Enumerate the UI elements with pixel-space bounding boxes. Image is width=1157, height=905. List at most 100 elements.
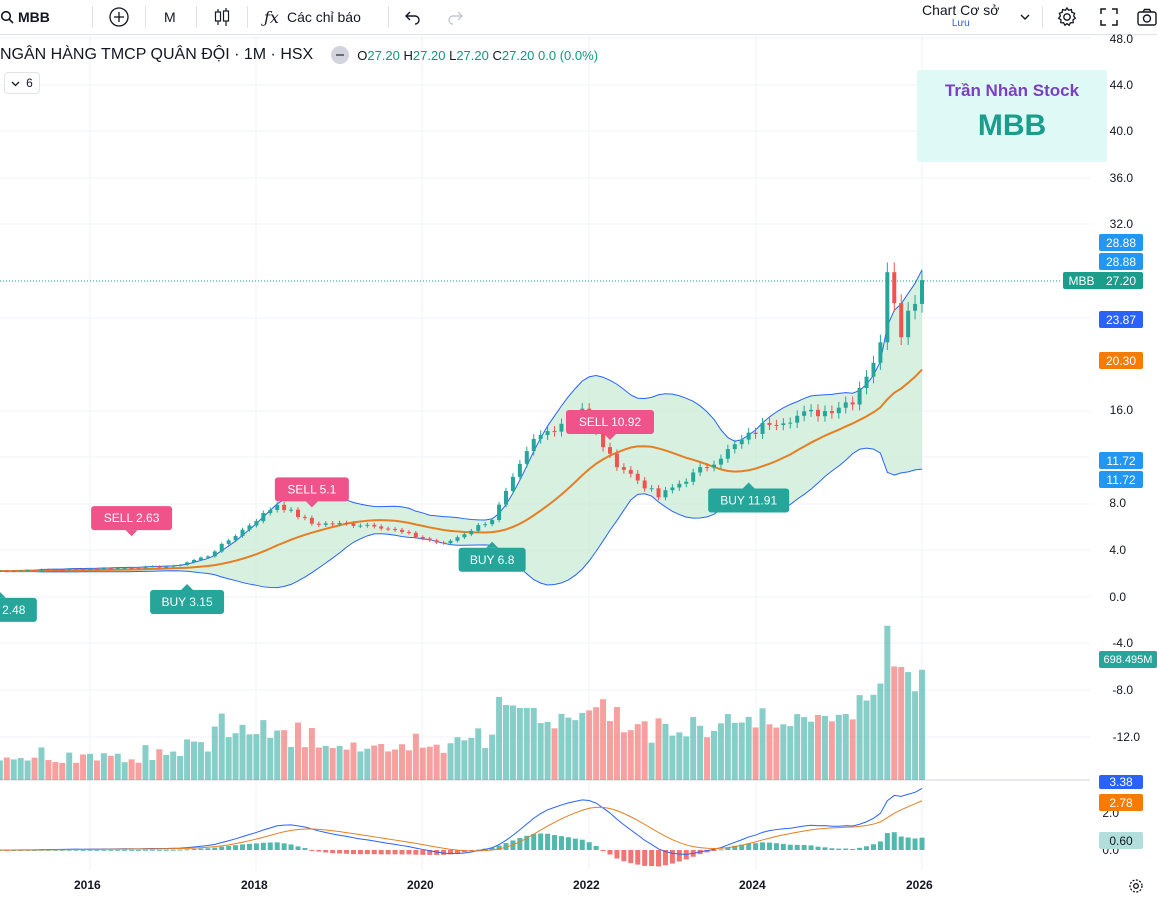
candle (455, 537, 460, 541)
fullscreen-icon (1100, 8, 1118, 26)
candle (920, 280, 924, 304)
bb-middle-label: 23.87 (1099, 311, 1143, 328)
volume-bar (794, 714, 801, 780)
volume-bar (717, 723, 724, 780)
candle (448, 540, 453, 544)
fullscreen-button[interactable] (1099, 0, 1119, 34)
bb-upper-label: 28.88 (1099, 234, 1143, 251)
function-icon: ƒx (264, 7, 279, 27)
signal-marker: SELL 2.63 (91, 506, 173, 537)
price-tick: 16.0 (1109, 403, 1133, 417)
volume-last-label: 698.495M (1099, 651, 1157, 668)
compare-button[interactable] (108, 0, 130, 34)
candle (504, 490, 508, 505)
macd-histogram-bar (163, 849, 169, 851)
macd-histogram-bar (330, 850, 336, 854)
volume-bar (336, 746, 343, 780)
candle (240, 529, 245, 537)
macd-histogram-bar (122, 849, 128, 851)
undo-button[interactable] (404, 0, 422, 34)
layout-menu-button[interactable]: Chart Cơ sở Lưu (922, 0, 1000, 34)
macd-histogram-bar (364, 850, 370, 855)
candle (254, 521, 259, 526)
macd-histogram-bar (108, 849, 114, 851)
volume-bar (607, 721, 613, 780)
candle (718, 458, 723, 465)
macd-histogram-bar (870, 844, 876, 850)
indicators-button[interactable]: ƒx Các chỉ báo (264, 0, 361, 34)
volume-bar (509, 705, 516, 780)
redo-button[interactable] (446, 0, 464, 34)
open-value: 27.20 (367, 47, 400, 63)
macd-histogram-bar (621, 850, 627, 862)
indicators-collapse-button[interactable]: 6 (4, 72, 40, 94)
settings-button[interactable] (1056, 0, 1078, 34)
volume-bar (170, 751, 177, 780)
chart-type-button[interactable] (212, 0, 232, 34)
volume-bar (489, 734, 496, 780)
macd-histogram-bar (226, 845, 232, 850)
candle (524, 451, 529, 464)
macd-histogram-bar (760, 842, 766, 850)
time-tick: 2022 (573, 878, 600, 892)
macd-histogram-bar (240, 844, 246, 850)
macd-histogram-bar (919, 837, 925, 850)
signal-pointer (486, 541, 499, 548)
price-tick: 8.0 (1109, 496, 1126, 510)
macd-histogram-bar (642, 850, 648, 866)
symbol-search-button[interactable]: MBB (0, 0, 50, 34)
macd-histogram-bar (517, 837, 523, 850)
volume-bar (551, 728, 558, 780)
indicator-count: 6 (26, 76, 33, 90)
volume-bar (343, 749, 350, 780)
macd-histogram-bar (198, 848, 204, 850)
macd-histogram-bar (600, 850, 606, 851)
candle (198, 557, 203, 560)
candle (899, 303, 904, 338)
signal-label: SELL 2.63 (104, 511, 160, 525)
volume-bar (253, 734, 260, 780)
macd-histogram-bar (253, 843, 259, 850)
candle (330, 523, 335, 525)
layout-dropdown[interactable] (1019, 0, 1031, 34)
macd-histogram-bar (80, 849, 86, 851)
macd-histogram-bar (212, 847, 218, 850)
macd-histogram-bar (704, 850, 710, 853)
candle (185, 562, 190, 565)
candle (767, 422, 772, 425)
watermark-ticker: MBB (977, 109, 1047, 142)
candle (81, 568, 86, 570)
volume-bar (516, 707, 523, 780)
candle (94, 568, 99, 570)
macd-histogram-bar (614, 850, 620, 859)
volume-bar (565, 717, 572, 780)
redo-icon (448, 11, 463, 25)
candle (386, 528, 391, 530)
candle (531, 438, 536, 452)
volume-bar (447, 743, 454, 780)
snapshot-button[interactable] (1136, 0, 1157, 34)
volume-bar (135, 762, 142, 780)
volume-tick: 0.0 (1109, 590, 1126, 604)
volume-bar (184, 739, 191, 780)
macd-histogram-bar (808, 845, 814, 850)
macd-histogram-bar (267, 842, 273, 850)
candle (219, 543, 224, 552)
macd-histogram-bar (676, 850, 682, 862)
volume-bar (246, 734, 253, 780)
candle (684, 481, 689, 484)
volume-bar (433, 744, 440, 780)
volume-bar (93, 760, 100, 780)
candle (11, 571, 16, 573)
volume-bar (392, 749, 399, 780)
volume-bar (440, 752, 447, 780)
macd-histogram-bar (94, 849, 100, 851)
chart-settings-button[interactable] (1128, 878, 1144, 899)
candle (829, 411, 834, 414)
volume-bar (898, 666, 905, 780)
change-value: 0.0 (0.0%) (538, 47, 599, 63)
interval-button[interactable]: M (164, 9, 176, 25)
macd-histogram-bar (565, 837, 571, 850)
symbol-title: NGÂN HÀNG TMCP QUÂN ĐỘI · 1M · HSX (0, 46, 314, 63)
